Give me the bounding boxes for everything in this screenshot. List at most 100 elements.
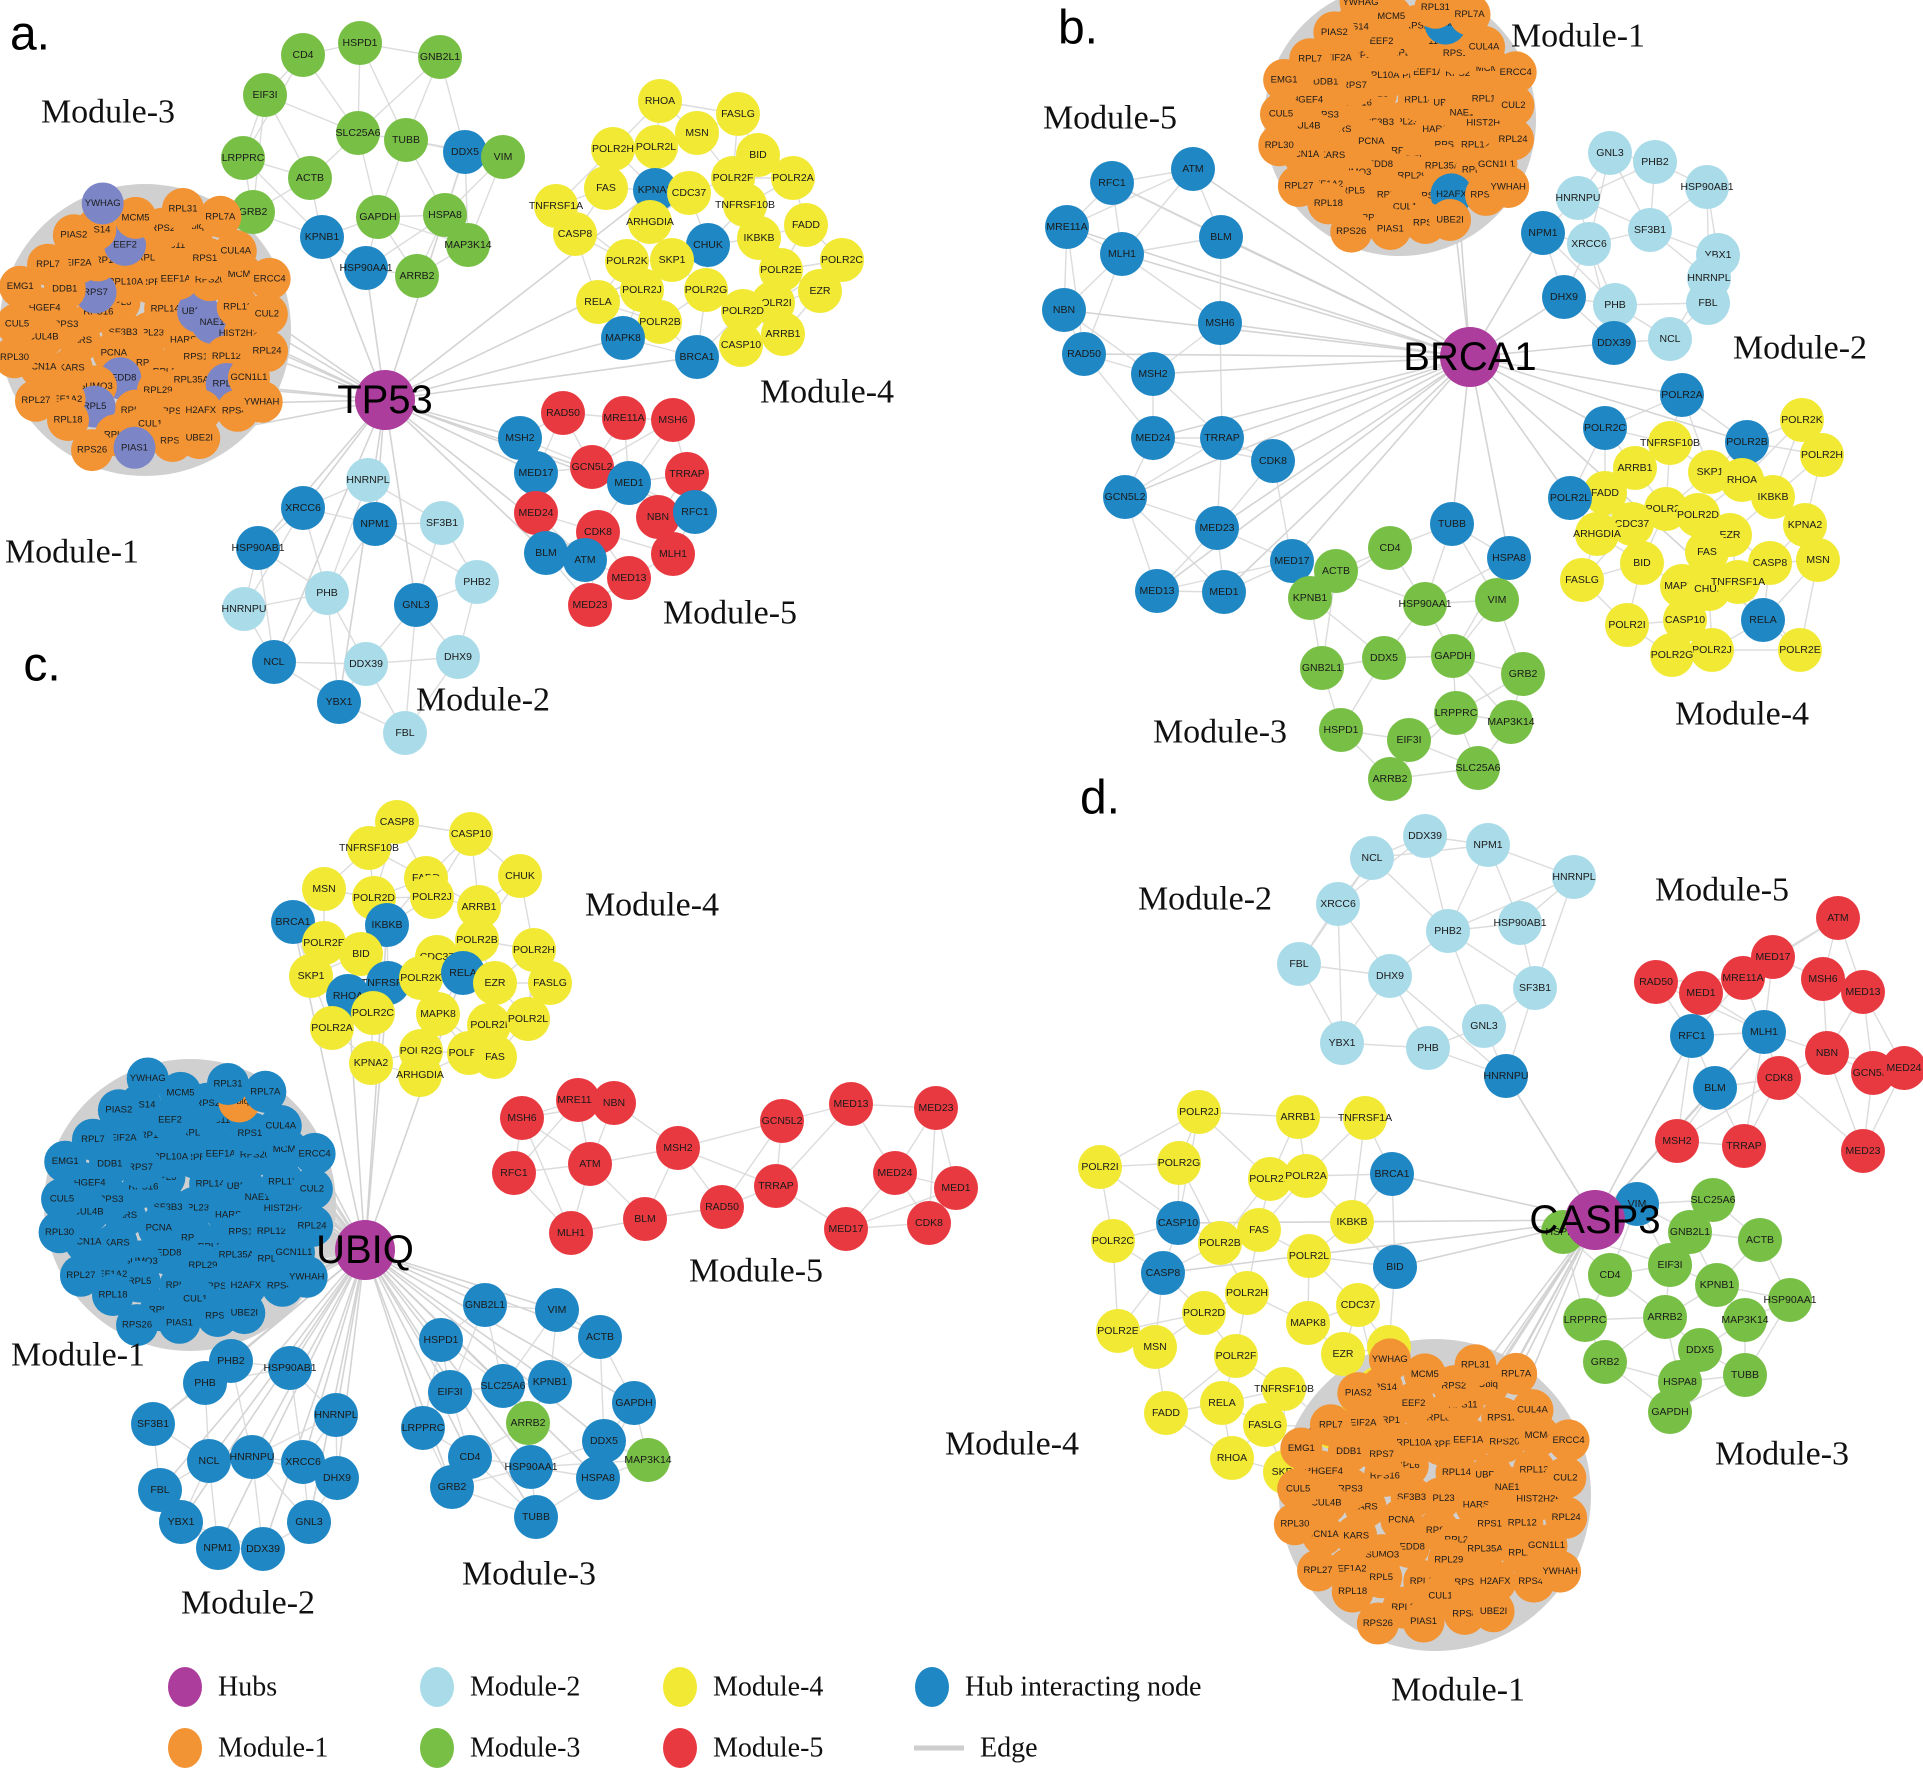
label-text: RPL12 xyxy=(212,351,241,362)
label-text: RELA xyxy=(1208,1397,1235,1409)
label-text: RPL7 xyxy=(1298,54,1322,65)
network-node xyxy=(1685,165,1729,209)
label-text: POLR2B xyxy=(1199,1237,1240,1249)
label-text: TRRAP xyxy=(1204,432,1240,444)
network-node xyxy=(675,111,719,155)
hub-node xyxy=(355,370,415,430)
label-text: MED13 xyxy=(611,572,646,584)
label-text: CUL5 xyxy=(1286,1484,1310,1495)
network-node xyxy=(199,195,242,238)
network-node xyxy=(353,502,397,546)
label-text: ARRB1 xyxy=(1280,1111,1315,1123)
label-text: RHOA xyxy=(1727,474,1757,486)
label-text: RPS23 xyxy=(1415,190,1445,201)
label-text: RPL30 xyxy=(0,352,29,363)
network-node xyxy=(248,257,291,300)
network-node xyxy=(1663,598,1707,642)
network-node xyxy=(512,928,556,972)
label-text: PHB xyxy=(194,1377,216,1389)
label-text: GNL3 xyxy=(295,1516,323,1528)
label-text: EEF1A1 xyxy=(206,1148,241,1159)
label-text: SF3B3 xyxy=(154,1202,183,1213)
label-text: PHB xyxy=(1417,1042,1439,1054)
label-text: NPM1 xyxy=(203,1542,232,1554)
hub-edge xyxy=(1469,356,1510,559)
label-text: HNRNPU xyxy=(1556,192,1601,204)
label-text: RPS8 xyxy=(1413,218,1438,229)
network-node xyxy=(1588,1253,1632,1297)
label-text: SCN1A xyxy=(1288,149,1320,160)
label-text: GNL3 xyxy=(402,599,430,611)
network-node xyxy=(92,1273,134,1316)
label-text: GNB2L1 xyxy=(1302,662,1342,674)
label-text: POLR2H xyxy=(592,143,634,155)
label-text: RPS3 xyxy=(54,319,79,330)
network-node xyxy=(665,452,709,496)
network-node xyxy=(1489,700,1533,744)
label-text: CDC37 xyxy=(1615,518,1650,530)
label-text: CD4 xyxy=(1599,1269,1620,1281)
label-text: Module-5 xyxy=(663,595,797,632)
label-text: KPNA2 xyxy=(354,1057,389,1069)
label-text: POLR2A xyxy=(1661,389,1702,401)
label-text: SCN1A xyxy=(25,362,57,373)
label-text: CDK8 xyxy=(915,1217,943,1229)
network-node xyxy=(1778,628,1822,672)
label-text: CUL4B xyxy=(73,1206,104,1217)
network-node xyxy=(651,398,695,442)
label-text: POLR2E xyxy=(1097,1325,1138,1337)
label-text: POLR2E xyxy=(1779,644,1820,656)
label-text: TP53 xyxy=(337,378,433,422)
network-node xyxy=(1430,502,1474,546)
network-node xyxy=(1660,373,1704,417)
network-node xyxy=(290,1168,333,1211)
legend-swatch-m2 xyxy=(420,1667,454,1707)
label-text: ARRB2 xyxy=(510,1417,545,1429)
label-text: HIST2H2BE xyxy=(219,328,271,339)
label-text: RPL14 xyxy=(1404,95,1433,106)
label-text: DDX5 xyxy=(451,146,479,158)
label-text: NBN xyxy=(603,1097,625,1109)
label-text: MCM5 xyxy=(1411,1369,1439,1380)
network-node xyxy=(398,1053,442,1097)
network-node xyxy=(344,246,388,290)
label-text: RPS13 xyxy=(192,253,222,264)
network-node xyxy=(1721,956,1765,1000)
label-text: ARHGEF4 xyxy=(1278,94,1323,105)
label-text: RPS7 xyxy=(128,1162,153,1173)
label-text: RPS15A xyxy=(183,352,220,363)
label-text: RPL6 xyxy=(153,1172,177,1183)
label-text: KARS xyxy=(1319,150,1345,161)
label-text: TRRAP xyxy=(758,1180,794,1192)
label-text: FADD xyxy=(1152,1407,1180,1419)
label-text: DDX39 xyxy=(1408,830,1442,842)
edge xyxy=(1066,168,1194,228)
network-node xyxy=(1539,1550,1582,1593)
label-text: RPL14 xyxy=(1442,1467,1471,1478)
label-text: HIST2H2BE xyxy=(1516,1493,1568,1504)
label-text: Module-2 xyxy=(416,682,550,719)
network-node xyxy=(824,1207,868,1251)
hub-edge xyxy=(384,356,698,401)
label-text: EZR xyxy=(485,977,506,989)
network-node xyxy=(1521,211,1565,255)
network-node xyxy=(281,33,325,77)
network-node xyxy=(1373,1245,1417,1289)
label-text: SF3B1 xyxy=(1634,224,1666,236)
label-text: CUL5 xyxy=(50,1194,74,1205)
label-text: POLR2A xyxy=(772,172,813,184)
label-text: RPL8 xyxy=(1392,48,1416,59)
hub-edge xyxy=(273,399,386,663)
label-text: NBN xyxy=(1053,304,1075,316)
network-node xyxy=(1434,691,1478,735)
network-node xyxy=(1426,909,1470,953)
network-node xyxy=(1360,1433,1403,1476)
label-text: POLR2L xyxy=(508,1013,548,1025)
label-text: POLR2B xyxy=(456,934,497,946)
label-text: ARHGDIA xyxy=(396,1069,444,1081)
label-text: SKP1 xyxy=(659,254,686,266)
label-text: RPL30 xyxy=(1280,1519,1309,1530)
label-text: YWHAH xyxy=(244,396,280,407)
label-text: RPL14 xyxy=(196,1178,225,1189)
legend-swatch-hub xyxy=(168,1667,202,1707)
